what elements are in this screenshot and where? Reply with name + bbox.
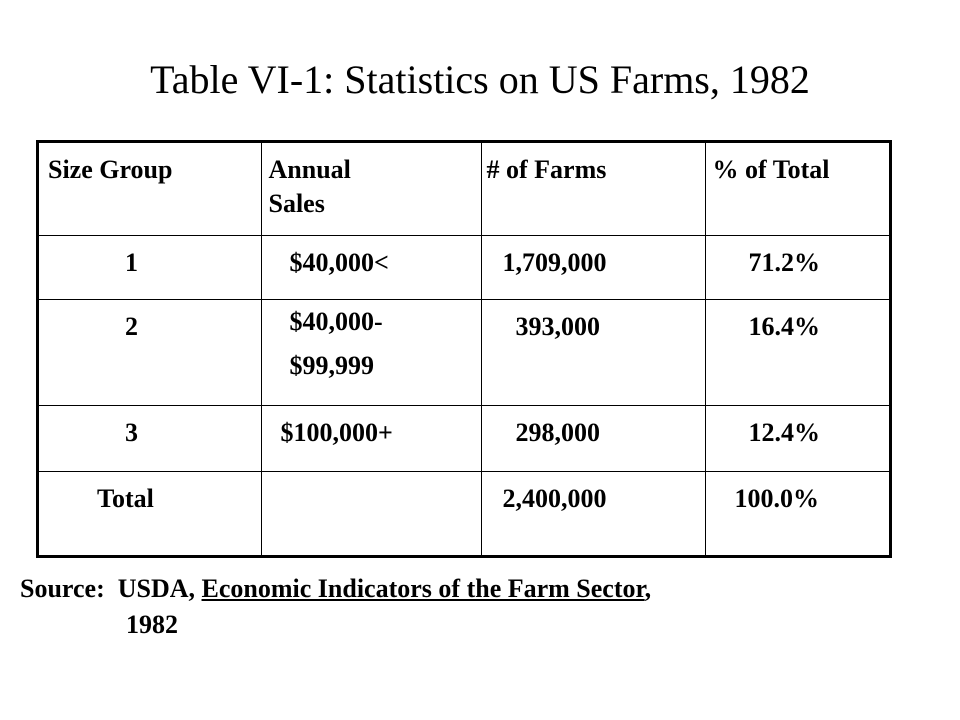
pct-total-value: 12.4% — [748, 417, 821, 447]
table-cell: 393,000 — [480, 298, 706, 406]
total-label: Total — [97, 483, 154, 513]
table-row: Total 2,400,000 100.0% — [39, 470, 889, 555]
header-pct-total: % of Total — [712, 155, 830, 184]
table-cell: $40,000< — [260, 234, 482, 300]
table-cell: 16.4% — [704, 298, 889, 406]
table-cell: 100.0% — [704, 470, 889, 555]
table-cell: 3 — [39, 404, 262, 472]
farms-count-value: 298,000 — [515, 417, 601, 447]
header-cell: # of Farms — [480, 143, 706, 236]
table-cell: 71.2% — [704, 234, 889, 300]
table-cell — [260, 470, 482, 555]
table-header-row: Size Group Annual Sales # of Farms % of … — [39, 143, 889, 236]
pct-total-value: 16.4% — [748, 311, 821, 341]
table-row: 1 $40,000< 1,709,000 71.2% — [39, 234, 889, 300]
size-group-value: 3 — [125, 417, 138, 447]
table-row: 3 $100,000+ 298,000 12.4% — [39, 404, 889, 472]
table-cell: 298,000 — [480, 404, 706, 472]
annual-sales-value: $100,000+ — [280, 417, 393, 447]
size-group-value: 2 — [125, 311, 138, 341]
source-year: 1982 — [126, 610, 178, 639]
table-cell: $40,000- $99,999 — [260, 298, 482, 406]
table-cell: 1,709,000 — [480, 234, 706, 300]
size-group-value: 1 — [125, 247, 138, 277]
header-cell: Annual Sales — [260, 143, 482, 236]
header-cell: % of Total — [704, 143, 889, 236]
stats-table: Size Group Annual Sales # of Farms % of … — [39, 143, 889, 555]
header-annual-sales-line1: Annual — [268, 155, 351, 184]
table-cell: 2,400,000 — [480, 470, 706, 555]
table-cell: 12.4% — [704, 404, 889, 472]
pct-total-value: 71.2% — [748, 247, 821, 277]
header-num-farms: # of Farms — [486, 155, 607, 184]
header-cell: Size Group — [39, 143, 262, 236]
annual-sales-value — [262, 472, 481, 482]
table-row: 2 $40,000- $99,999 393,000 16.4% — [39, 298, 889, 406]
source-suffix: , — [644, 574, 652, 603]
source-prefix: Source: USDA, — [20, 574, 202, 603]
farms-count-value: 393,000 — [515, 311, 601, 341]
header-annual-sales-line2: Sales — [268, 189, 325, 218]
farms-count-value: 1,709,000 — [502, 247, 607, 277]
farms-total-value: 2,400,000 — [502, 483, 607, 513]
header-size-group: Size Group — [48, 155, 173, 184]
header-annual-sales: Annual Sales — [262, 143, 481, 221]
annual-sales-line1: $40,000- — [289, 306, 383, 336]
annual-sales-value: $40,000< — [289, 247, 389, 277]
annual-sales-line2: $99,999 — [289, 350, 375, 380]
table-cell: Total — [39, 470, 262, 555]
source-citation: Source: USDA, Economic Indicators of the… — [20, 572, 651, 642]
table-cell: 1 — [39, 234, 262, 300]
farm-statistics-table: Size Group Annual Sales # of Farms % of … — [36, 140, 892, 558]
table-cell: $100,000+ — [260, 404, 482, 472]
annual-sales-value: $40,000- $99,999 — [262, 300, 481, 388]
pct-total-value: 100.0% — [734, 483, 820, 513]
page-title: Table VI-1: Statistics on US Farms, 1982 — [150, 57, 810, 102]
table-cell: 2 — [39, 298, 262, 406]
source-publication: Economic Indicators of the Farm Sector — [201, 574, 645, 603]
